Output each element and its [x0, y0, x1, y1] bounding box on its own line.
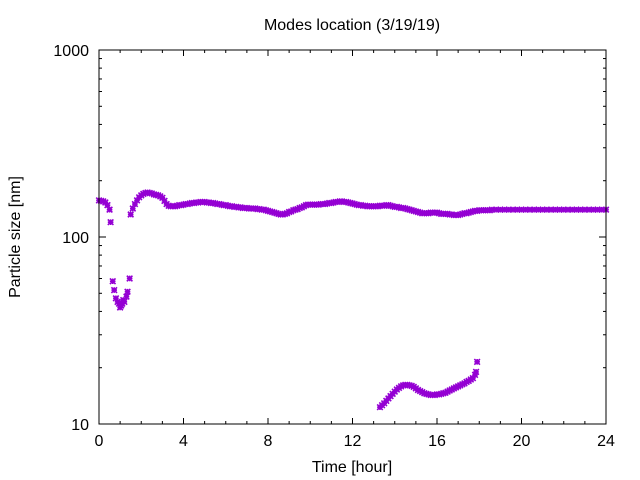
x-tick-label: 0: [95, 433, 104, 450]
data-point: [127, 211, 135, 218]
data-point: [139, 190, 147, 198]
data-point: [107, 218, 114, 226]
data-point: [471, 371, 479, 379]
data-point: [551, 206, 559, 214]
data-point: [556, 206, 563, 214]
x-tick-label: 8: [264, 433, 273, 450]
x-axis-label: Time [hour]: [312, 459, 392, 476]
data-point: [472, 368, 480, 376]
data-point: [526, 206, 534, 214]
data-point: [518, 206, 525, 214]
data-point: [568, 206, 576, 214]
data-point: [501, 206, 508, 214]
data-point: [104, 201, 111, 209]
data-point: [509, 206, 517, 214]
data-point: [123, 293, 130, 300]
data-point: [112, 294, 120, 302]
data-point: [530, 206, 538, 214]
data-point: [585, 206, 593, 214]
data-point: [473, 358, 481, 366]
data-markers: [95, 189, 610, 411]
data-point: [564, 206, 572, 214]
data-point: [547, 206, 555, 214]
data-point: [543, 206, 551, 214]
x-tick-label: 16: [428, 433, 446, 450]
data-point: [131, 200, 139, 208]
data-point: [106, 206, 113, 214]
data-point: [560, 206, 568, 214]
data-point: [535, 206, 542, 214]
data-point: [598, 206, 606, 214]
data-point: [539, 206, 546, 214]
data-point: [463, 378, 470, 386]
data-point: [148, 190, 156, 197]
data-point: [109, 277, 117, 285]
x-tick-label: 20: [513, 433, 531, 450]
data-point: [126, 275, 133, 282]
data-point: [577, 206, 585, 214]
data-point: [110, 286, 118, 294]
y-tick-label: 1000: [53, 43, 89, 60]
chart-title: Modes location (3/19/19): [264, 17, 440, 34]
x-tick-label: 12: [344, 433, 362, 450]
plot-frame: [98, 49, 607, 425]
tick-labels: 0 4 8 12 16 20 24 10 100 1000: [53, 43, 615, 450]
y-tick-label: 10: [71, 417, 89, 434]
data-point: [594, 206, 601, 214]
x-tick-label: 24: [597, 433, 615, 450]
data-point: [154, 191, 162, 199]
data-point: [497, 206, 504, 214]
data-point: [522, 206, 530, 214]
data-point: [120, 298, 128, 306]
axis-ticks: [98, 49, 607, 425]
y-axis-label: Particle size [nm]: [7, 176, 24, 298]
data-point: [124, 288, 131, 296]
data-point: [488, 206, 496, 214]
data-point: [505, 206, 513, 214]
data-point: [581, 206, 589, 214]
data-point: [573, 206, 580, 214]
data-point: [513, 206, 521, 214]
y-tick-label: 100: [62, 230, 89, 247]
data-point: [129, 205, 137, 212]
data-point: [492, 206, 500, 214]
data-point: [589, 206, 597, 214]
x-tick-label: 4: [179, 433, 188, 450]
